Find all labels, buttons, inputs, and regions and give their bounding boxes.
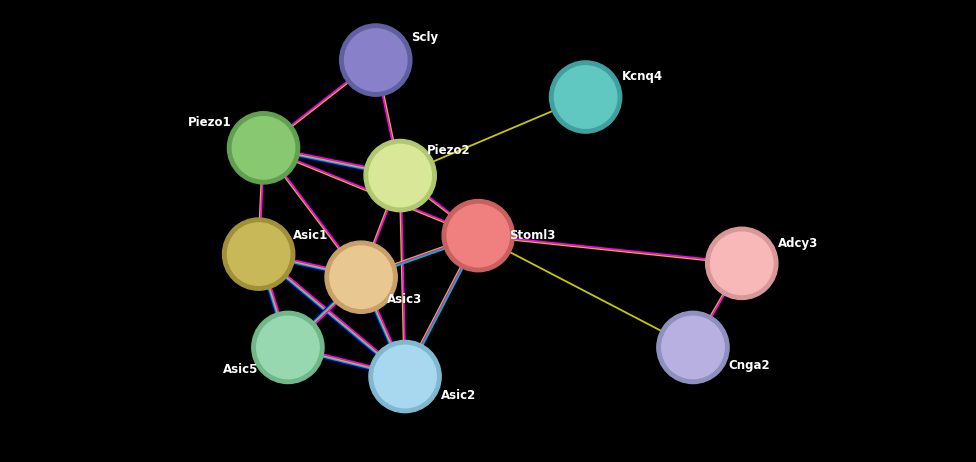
Ellipse shape — [369, 340, 441, 413]
Text: Piezo1: Piezo1 — [188, 116, 231, 129]
Ellipse shape — [252, 311, 324, 383]
Text: Asic3: Asic3 — [387, 293, 423, 306]
Text: Adcy3: Adcy3 — [778, 237, 819, 250]
Text: Cnga2: Cnga2 — [729, 359, 770, 372]
Ellipse shape — [657, 311, 729, 383]
Ellipse shape — [442, 200, 514, 272]
Ellipse shape — [325, 241, 397, 313]
Text: Asic2: Asic2 — [441, 389, 476, 402]
Ellipse shape — [364, 140, 436, 212]
Text: Asic1: Asic1 — [293, 229, 328, 242]
Text: Piezo2: Piezo2 — [427, 144, 470, 157]
Ellipse shape — [711, 232, 773, 295]
Ellipse shape — [223, 218, 295, 290]
Text: Kcnq4: Kcnq4 — [622, 70, 663, 83]
Ellipse shape — [330, 246, 392, 309]
Ellipse shape — [257, 316, 319, 379]
Ellipse shape — [662, 316, 724, 379]
Text: Asic5: Asic5 — [224, 363, 259, 376]
Ellipse shape — [554, 66, 617, 128]
Ellipse shape — [227, 112, 300, 184]
Ellipse shape — [374, 345, 436, 408]
Text: Scly: Scly — [411, 31, 438, 44]
Ellipse shape — [447, 204, 509, 267]
Ellipse shape — [369, 144, 431, 207]
Ellipse shape — [340, 24, 412, 96]
Ellipse shape — [227, 223, 290, 286]
Ellipse shape — [549, 61, 622, 133]
Ellipse shape — [232, 116, 295, 179]
Ellipse shape — [345, 29, 407, 91]
Ellipse shape — [706, 227, 778, 299]
Text: Stoml3: Stoml3 — [508, 229, 555, 242]
